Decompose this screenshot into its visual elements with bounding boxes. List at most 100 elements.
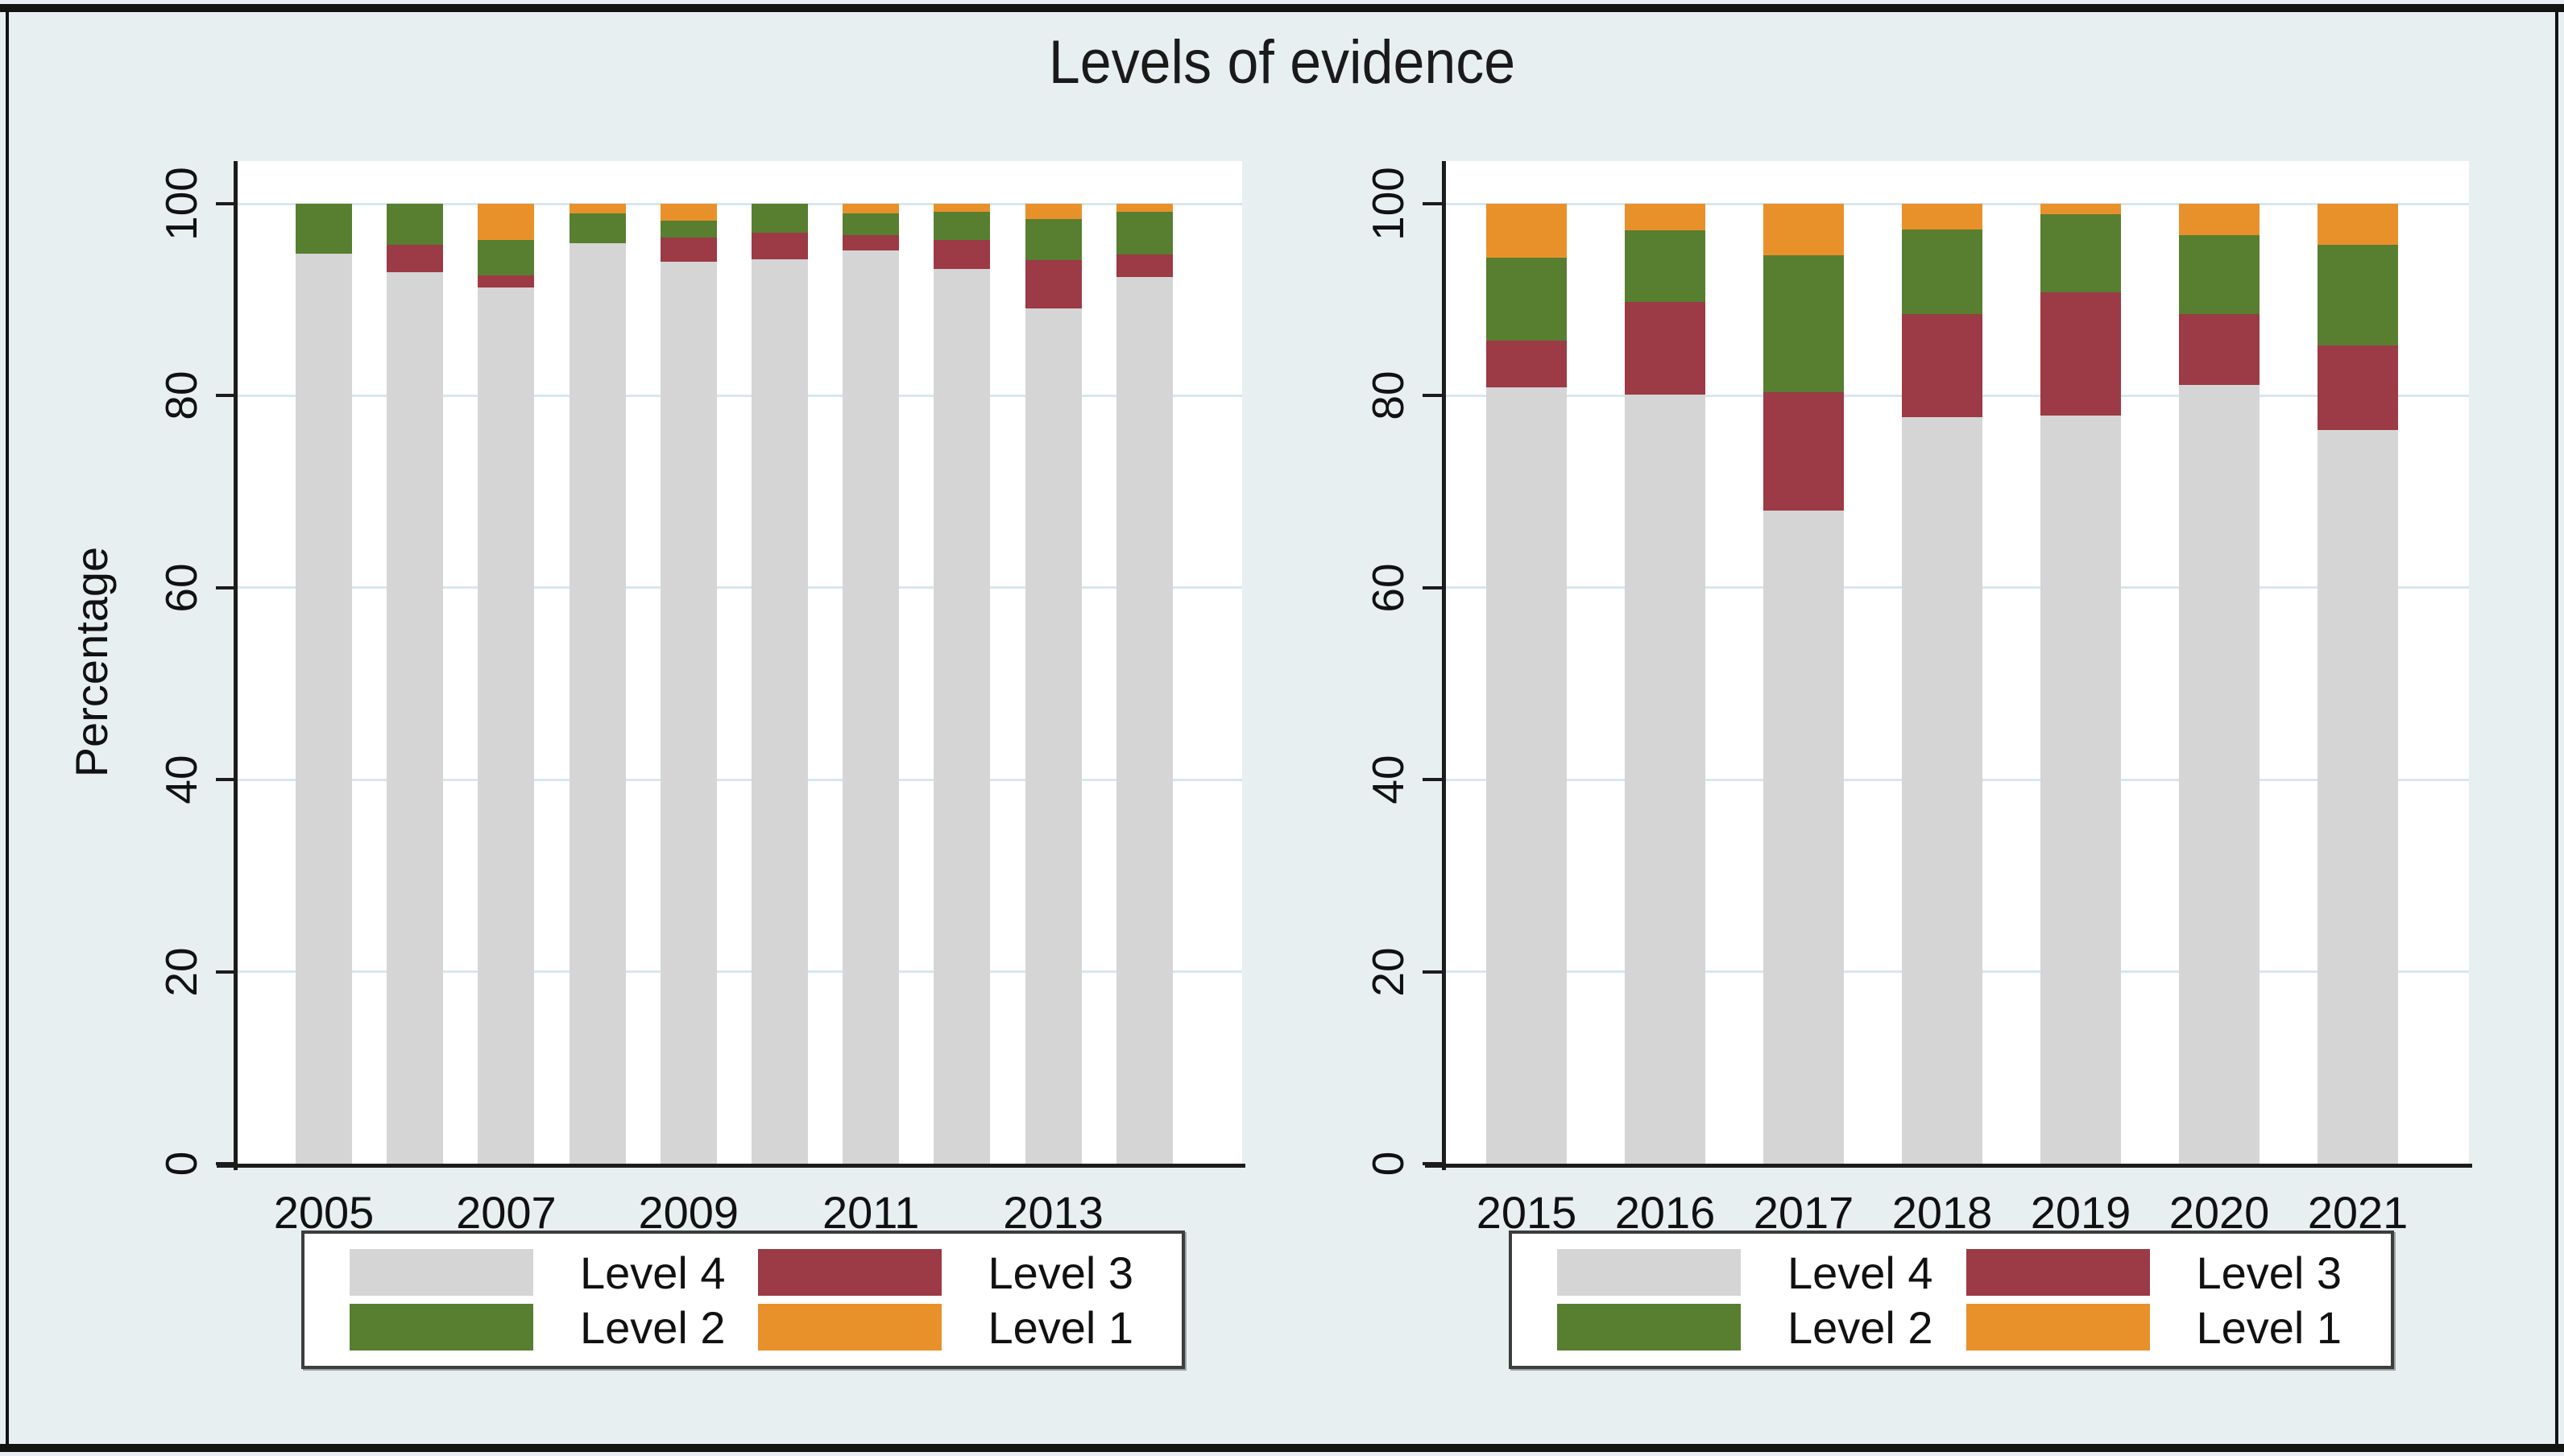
bar-2009: [660, 204, 717, 1164]
legend-label-level-2: Level 2: [1787, 1301, 1933, 1353]
x-tick-label-2021: 2021: [2307, 1187, 2409, 1238]
bar-segment-2020-level-4: [2179, 385, 2260, 1164]
bar-segment-2020-level-3: [2179, 314, 2260, 386]
frame-right-border: [2555, 4, 2558, 1452]
bar-segment-2007-level-2: [478, 240, 535, 276]
bar-segment-2005-level-4: [296, 253, 352, 1164]
bar-2017: [1763, 204, 1844, 1164]
bar-segment-2018-level-3: [1902, 314, 1982, 417]
bar-segment-2014-level-2: [1116, 211, 1173, 255]
y-tick-20: [1423, 970, 1442, 974]
bar-2005: [296, 204, 352, 1164]
x-tick-label-2009: 2009: [638, 1187, 739, 1238]
y-tick-60: [1423, 585, 1442, 589]
gridline-80: [238, 394, 1242, 397]
legend-item-level-3: Level 3: [1965, 1247, 2376, 1299]
y-tick-label-40: 40: [1363, 755, 1413, 805]
frame-left-border: [6, 4, 9, 1452]
bar-segment-2012-level-1: [934, 204, 991, 212]
bar-segment-2011-level-3: [843, 235, 900, 251]
bar-segment-2007-level-3: [478, 275, 535, 287]
bar-segment-2019-level-2: [2040, 214, 2121, 292]
bar-2006: [387, 204, 444, 1164]
gridline-100: [238, 202, 1242, 205]
y-tick-100: [216, 202, 234, 205]
legend-label-level-1: Level 1: [988, 1301, 1134, 1353]
bar-segment-2012-level-3: [934, 240, 991, 270]
bar-segment-2018-level-1: [1902, 204, 1982, 230]
bar-segment-2011-level-4: [843, 250, 900, 1164]
bar-2007: [478, 204, 535, 1164]
legend-label-level-4: Level 4: [1787, 1247, 1933, 1298]
bar-segment-2009-level-3: [660, 237, 717, 262]
bar-segment-2019-level-4: [2040, 416, 2121, 1164]
y-tick-label-0: 0: [156, 1151, 206, 1177]
x-tick-label-2016: 2016: [1614, 1187, 1716, 1238]
bar-segment-2013-level-1: [1025, 204, 1082, 220]
bar-segment-2017-level-3: [1763, 391, 1844, 511]
legend-swatch-level3: [1965, 1249, 2150, 1296]
y-axis-title: Percentage: [65, 546, 117, 778]
legend-label-level-3: Level 3: [2196, 1247, 2342, 1298]
bar-segment-2007-level-4: [478, 287, 535, 1164]
bar-segment-2010-level-2: [752, 204, 808, 233]
y-tick-80: [1423, 394, 1442, 398]
legend-swatch-level3: [757, 1249, 942, 1296]
bar-2010: [752, 204, 808, 1164]
bar-segment-2011-level-1: [843, 204, 900, 213]
y-tick-label-100: 100: [1363, 167, 1413, 241]
x-tick-label-2007: 2007: [456, 1187, 557, 1238]
bar-segment-2016-level-1: [1625, 204, 1705, 231]
legend-item-level-1: Level 1: [757, 1301, 1166, 1354]
bar-segment-2017-level-2: [1763, 255, 1844, 392]
bar-segment-2013-level-2: [1025, 219, 1082, 261]
bar-segment-2014-level-1: [1116, 204, 1173, 212]
bar-2021: [2318, 204, 2398, 1164]
legend-swatch-level1: [757, 1304, 942, 1351]
y-tick-label-60: 60: [156, 563, 206, 613]
bar-segment-2021-level-3: [2318, 345, 2398, 431]
chart-title: Levels of evidence: [1048, 28, 1516, 97]
bar-segment-2009-level-2: [660, 221, 717, 238]
y-axis-left: [234, 161, 238, 1170]
y-tick-label-80: 80: [156, 370, 206, 420]
bar-2016: [1625, 204, 1705, 1164]
bar-2018: [1902, 204, 1982, 1164]
y-axis-right: [1442, 161, 1446, 1170]
bar-segment-2020-level-2: [2179, 235, 2260, 315]
bar-2019: [2040, 204, 2121, 1164]
bar-segment-2020-level-1: [2179, 204, 2260, 236]
bar-2020: [2179, 204, 2260, 1164]
legend-label-level-4: Level 4: [580, 1247, 726, 1298]
bar-2013: [1025, 204, 1082, 1164]
bar-2011: [843, 204, 900, 1164]
y-tick-label-60: 60: [1363, 563, 1413, 613]
bar-segment-2021-level-2: [2318, 245, 2398, 346]
y-tick-label-20: 20: [156, 947, 206, 997]
y-tick-40: [1423, 778, 1442, 782]
bar-segment-2009-level-1: [660, 204, 717, 221]
y-tick-100: [1423, 202, 1442, 205]
bar-segment-2017-level-1: [1763, 204, 1844, 256]
bar-segment-2013-level-4: [1025, 308, 1082, 1164]
legend-swatch-level2: [1557, 1304, 1741, 1351]
legend-label-level-3: Level 3: [988, 1247, 1134, 1298]
frame-bottom-border: [0, 1444, 2564, 1452]
bar-segment-2010-level-3: [752, 232, 808, 260]
gridline-40: [238, 778, 1242, 781]
frame-top-border: [0, 4, 2564, 12]
bar-2008: [569, 204, 626, 1164]
legend-label-level-1: Level 1: [2196, 1301, 2342, 1353]
gridline-60: [238, 586, 1242, 589]
bar-segment-2005-level-2: [296, 204, 352, 254]
bar-segment-2016-level-2: [1625, 230, 1705, 302]
bar-segment-2018-level-2: [1902, 230, 1982, 315]
legend-swatch-level2: [350, 1304, 533, 1351]
bar-segment-2011-level-2: [843, 213, 900, 236]
bar-segment-2006-level-2: [387, 204, 444, 246]
bar-segment-2015-level-1: [1486, 204, 1567, 258]
bar-segment-2008-level-2: [569, 213, 626, 243]
bar-segment-2019-level-1: [2040, 204, 2121, 215]
gridline-20: [238, 970, 1242, 974]
